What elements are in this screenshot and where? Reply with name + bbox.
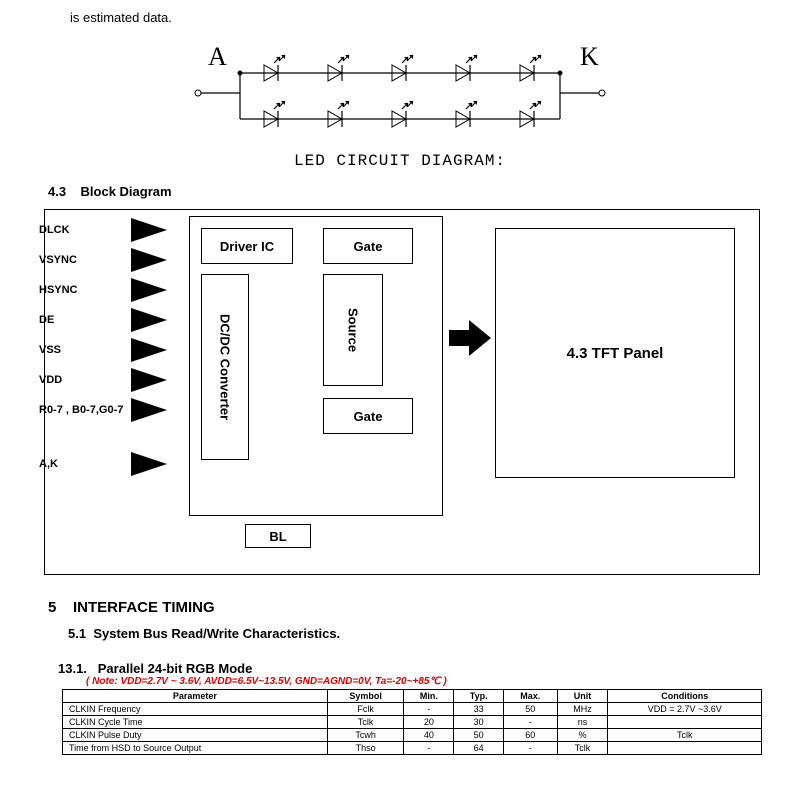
signal-row: DLCK (39, 218, 167, 242)
signal-label: VSS (39, 344, 131, 356)
gate-box-bottom: Gate (323, 398, 413, 434)
table-row: Time from HSD to Source OutputThso-64-Tc… (63, 742, 762, 755)
top-note: is estimated data. (70, 10, 770, 25)
table-cell: CLKIN Cycle Time (63, 716, 328, 729)
gate-box-top: Gate (323, 228, 413, 264)
table-cell: 20 (404, 716, 454, 729)
signal-label: DE (39, 314, 131, 326)
table-cell: - (404, 703, 454, 716)
table-cell: 33 (454, 703, 504, 716)
led-caption: LED CIRCUIT DIAGRAM: (30, 152, 770, 170)
table-cell: 50 (503, 703, 557, 716)
arrow-icon (131, 248, 167, 272)
table-cell (608, 716, 762, 729)
table-cell: 40 (404, 729, 454, 742)
signal-row: R0-7 , B0-7,G0-7 (39, 398, 167, 422)
table-cell: Fclk (327, 703, 404, 716)
svg-text:K: K (580, 42, 599, 71)
section-13-1-heading: 13.1. Parallel 24-bit RGB Mode (58, 661, 770, 676)
section-title: System Bus Read/Write Characteristics. (93, 626, 340, 641)
led-circuit-diagram: AK (30, 33, 770, 146)
table-cell: Time from HSD to Source Output (63, 742, 328, 755)
signal-label: DLCK (39, 224, 131, 236)
table-cell: Thso (327, 742, 404, 755)
dcdc-box: DC/DC Converter (201, 274, 249, 460)
table-cell: ns (557, 716, 608, 729)
signal-label: VSYNC (39, 254, 131, 266)
table-cell: Tclk (327, 716, 404, 729)
table-cell: Tcwh (327, 729, 404, 742)
section-number: 5.1 (68, 626, 86, 641)
table-cell: 60 (503, 729, 557, 742)
arrow-icon (131, 398, 167, 422)
section-5-heading: 5 INTERFACE TIMING (48, 599, 770, 616)
arrow-icon (131, 368, 167, 392)
arrow-icon (131, 218, 167, 242)
section-number: 13.1. (58, 661, 87, 676)
table-cell: 64 (454, 742, 504, 755)
table-header: Parameter (63, 690, 328, 703)
signal-list: DLCK VSYNC HSYNC DE VSS VDD R0-7 , B0-7,G0-7 A,… (39, 218, 167, 482)
table-cell: 30 (454, 716, 504, 729)
block-diagram: DLCKVSYNCHSYNCDEVSSVDDR0-7 , B0-7,G0-7A,… (44, 209, 760, 575)
mode-note: ( Note: VDD=2.7V ~ 3.6V, AVDD=6.5V~13.5V… (86, 676, 770, 687)
table-header: Symbol (327, 690, 404, 703)
section-title: INTERFACE TIMING (73, 599, 215, 616)
section-title: Block Diagram (81, 184, 172, 199)
section-4-3-heading: 4.3 Block Diagram (48, 184, 770, 199)
signal-row: DE (39, 308, 167, 332)
table-header: Typ. (454, 690, 504, 703)
arrow-icon (131, 338, 167, 362)
table-cell (608, 742, 762, 755)
section-title: Parallel 24-bit RGB Mode (98, 661, 253, 676)
signal-row: VDD (39, 368, 167, 392)
bl-box: BL (245, 524, 311, 548)
table-cell: Tclk (608, 729, 762, 742)
table-row: CLKIN FrequencyFclk-3350MHzVDD = 2.7V ~3… (63, 703, 762, 716)
table-cell: CLKIN Pulse Duty (63, 729, 328, 742)
signal-row: A,K (39, 452, 167, 476)
table-cell: MHz (557, 703, 608, 716)
section-number: 4.3 (48, 184, 66, 199)
signal-label: A,K (39, 458, 131, 470)
table-cell: VDD = 2.7V ~3.6V (608, 703, 762, 716)
table-cell: - (503, 716, 557, 729)
section-number: 5 (48, 599, 56, 616)
table-cell: % (557, 729, 608, 742)
signal-row: VSYNC (39, 248, 167, 272)
table-header: Unit (557, 690, 608, 703)
arrow-icon (131, 278, 167, 302)
signal-label: R0-7 , B0-7,G0-7 (39, 404, 131, 416)
table-header: Max. (503, 690, 557, 703)
table-cell: CLKIN Frequency (63, 703, 328, 716)
section-5-1-heading: 5.1 System Bus Read/Write Characteristic… (68, 626, 770, 641)
signal-row: HSYNC (39, 278, 167, 302)
table-cell: Tclk (557, 742, 608, 755)
arrow-icon (131, 452, 167, 476)
signal-label: VDD (39, 374, 131, 386)
table-cell: 50 (454, 729, 504, 742)
svg-text:A: A (208, 42, 227, 71)
table-cell: - (503, 742, 557, 755)
signal-label: HSYNC (39, 284, 131, 296)
arrow-icon (131, 308, 167, 332)
driver-ic-box: Driver IC (201, 228, 293, 264)
tft-panel-box: 4.3 TFT Panel (495, 228, 735, 478)
arrow-icon (449, 318, 493, 361)
signal-row: VSS (39, 338, 167, 362)
source-box: Source (323, 274, 383, 386)
table-header: Min. (404, 690, 454, 703)
timing-table: ParameterSymbolMin.Typ.Max.UnitCondition… (62, 689, 762, 755)
table-header: Conditions (608, 690, 762, 703)
table-row: CLKIN Cycle TimeTclk2030-ns (63, 716, 762, 729)
table-row: CLKIN Pulse DutyTcwh405060%Tclk (63, 729, 762, 742)
table-cell: - (404, 742, 454, 755)
